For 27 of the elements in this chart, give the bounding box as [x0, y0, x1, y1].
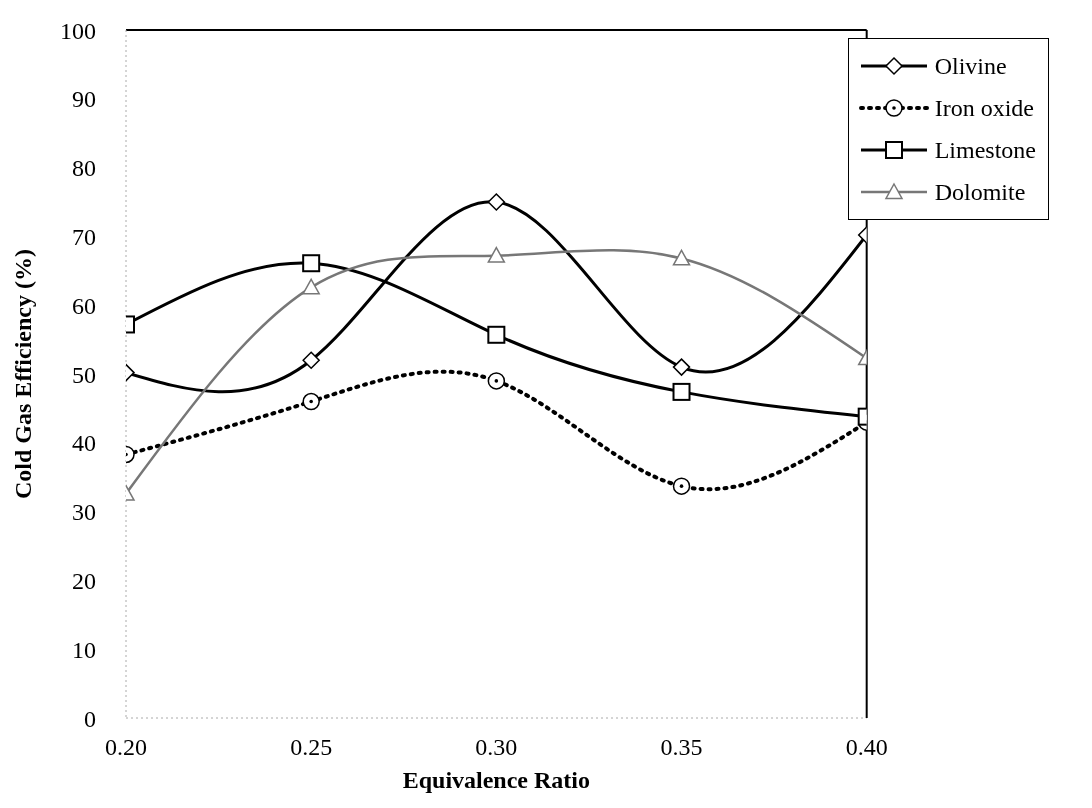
x-tick-label: 0.25 — [290, 734, 333, 761]
y-tick-label: 90 — [72, 86, 96, 113]
y-axis-title: Cold Gas Efficiency (%) — [9, 249, 36, 499]
x-tick-label: 0.30 — [475, 734, 518, 761]
point — [302, 254, 321, 273]
y-tick-label: 20 — [72, 567, 96, 594]
x-tick-label: 0.40 — [845, 734, 888, 761]
y-tick-label: 100 — [60, 17, 96, 44]
point — [487, 246, 506, 263]
legend-label: Olivine — [934, 52, 1007, 80]
y-tick-label: 60 — [72, 292, 96, 319]
point — [487, 193, 506, 211]
y-tick-label: 70 — [72, 223, 96, 250]
legend-label: Limestone — [934, 136, 1036, 164]
x-tick-label: 0.35 — [660, 734, 703, 761]
legend-label: Dolomite — [934, 178, 1026, 206]
y-tick-label: 80 — [72, 155, 96, 182]
y-tick-label: 10 — [72, 636, 96, 663]
y-tick-label: 0 — [84, 705, 96, 732]
x-tick-label: 0.20 — [105, 734, 147, 761]
y-tick-label: 50 — [72, 361, 96, 388]
point — [487, 325, 506, 344]
y-tick-label: 40 — [72, 430, 96, 457]
legend-label: Iron oxide — [934, 94, 1034, 122]
point — [487, 372, 506, 390]
x-axis-title: Equivalence Ratio — [402, 767, 591, 793]
y-tick-label: 30 — [72, 499, 96, 526]
